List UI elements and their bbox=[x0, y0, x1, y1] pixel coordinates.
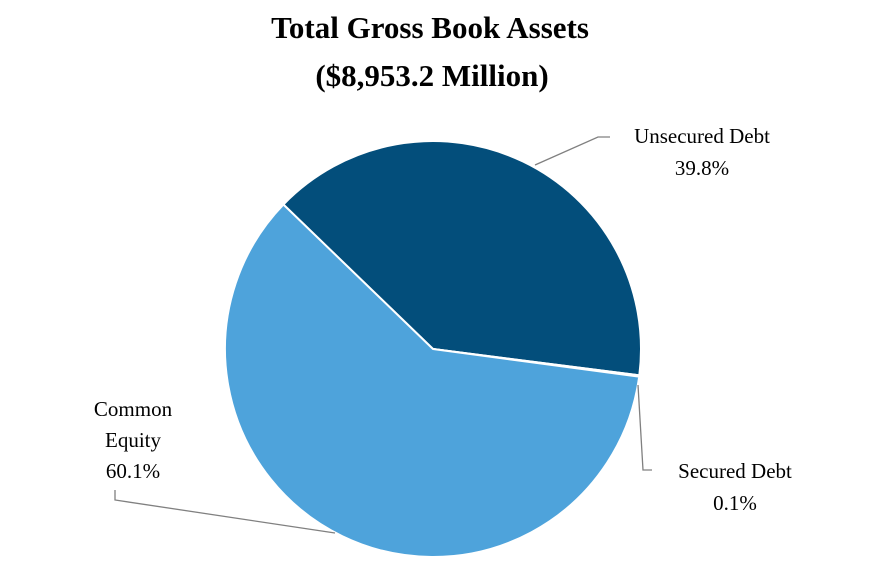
slice-value-common-equity: 60.1% bbox=[106, 459, 160, 483]
slice-label-common-equity-line2: Equity bbox=[105, 428, 161, 452]
slice-label-unsecured-debt: Unsecured Debt bbox=[634, 124, 770, 148]
leader-line-unsecured-debt bbox=[534, 136, 610, 166]
leader-line-common-equity bbox=[114, 490, 336, 534]
slice-value-secured-debt: 0.1% bbox=[713, 491, 757, 515]
pie-slices bbox=[224, 140, 642, 559]
pie-slice-common-equity bbox=[224, 203, 641, 559]
chart-title: Total Gross Book Assets bbox=[271, 10, 589, 45]
chart-subtitle: ($8,953.2 Million) bbox=[315, 58, 548, 93]
pie-slice-unsecured-debt bbox=[282, 140, 642, 377]
slice-label-secured-debt: Secured Debt bbox=[678, 459, 792, 483]
slice-value-unsecured-debt: 39.8% bbox=[675, 156, 729, 180]
slice-label-common-equity-line1: Common bbox=[94, 397, 173, 421]
leader-line-secured-debt bbox=[637, 384, 652, 471]
